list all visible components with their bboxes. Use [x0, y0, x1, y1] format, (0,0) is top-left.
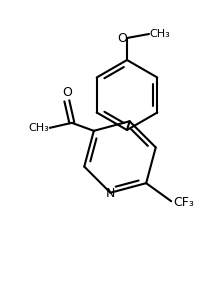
Text: O: O — [117, 31, 127, 45]
Text: CH₃: CH₃ — [29, 123, 49, 133]
Text: CH₃: CH₃ — [150, 29, 170, 39]
Text: CF₃: CF₃ — [173, 196, 194, 209]
Text: N: N — [106, 187, 115, 200]
Text: O: O — [62, 86, 72, 99]
